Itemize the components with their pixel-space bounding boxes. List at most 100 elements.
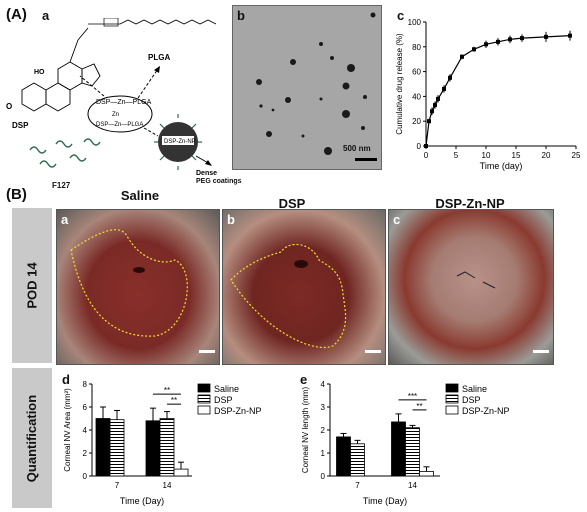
significance-label: **	[416, 402, 422, 411]
subpanel-e-label: e	[300, 372, 308, 387]
significance-label: **	[164, 386, 170, 395]
hydroxyl-text: HO	[34, 69, 45, 76]
sem-particles	[256, 12, 377, 161]
bar-saline	[336, 436, 351, 477]
complex-top-text: DSP—Zn—PLGA	[96, 99, 152, 106]
subpanel-c-label: c	[397, 8, 405, 23]
panel-a-label: (A)	[6, 6, 27, 23]
bar-dsp	[109, 419, 125, 477]
x-tick-label: 15	[512, 151, 521, 160]
x-axis-label: Time (Day)	[363, 496, 407, 506]
x-tick-label: 20	[542, 151, 551, 160]
data-point	[508, 37, 512, 42]
y-tick-label: 0	[321, 472, 326, 481]
y-tick-label: 40	[412, 92, 421, 101]
data-point	[472, 47, 476, 52]
eye-detail-np	[456, 271, 549, 353]
nv-outline-saline	[70, 229, 215, 353]
data-point	[433, 103, 437, 108]
y-axis-label: Corneal NV Area (mm²)	[63, 388, 72, 472]
y-tick-label: 60	[412, 68, 421, 77]
legend-label: DSP	[462, 395, 481, 405]
y-tick-label: 0	[417, 142, 422, 151]
data-point	[448, 75, 452, 80]
title-saline: Saline	[120, 188, 160, 203]
x-tick-label: 5	[454, 151, 459, 160]
y-tick-label: 8	[83, 380, 88, 389]
x-axis-label: Time (Day)	[120, 496, 164, 506]
data-point	[427, 119, 431, 124]
y-tick-label: 6	[83, 403, 88, 412]
data-point	[520, 36, 524, 41]
bar-dsp	[405, 427, 420, 477]
ketone-o-text: O	[6, 102, 12, 111]
y-tick-label: 4	[321, 380, 326, 389]
bar-dsp-zn-np	[419, 471, 434, 477]
scalebar-label: 500 nm	[343, 144, 371, 153]
y-tick-label: 3	[321, 403, 326, 412]
legend-label: DSP	[214, 395, 233, 405]
x-tick-label: 0	[424, 151, 429, 160]
dsp-structure-label: DSP	[12, 121, 29, 130]
nv-area-chart: 0 2 4 6 8 Corneal NV Area (mm²) Time (Day)7 14 *…	[63, 380, 262, 506]
y-tick-label: 0	[83, 472, 88, 481]
y-tick-label: 20	[412, 117, 421, 126]
subpanel-b-label: b	[237, 8, 245, 23]
eye-photo-dsp: b	[222, 209, 386, 365]
complex-zn-text: Zn	[112, 112, 119, 118]
y-tick-label: 100	[408, 18, 422, 27]
title-dsp-zn-np: DSP-Zn-NP	[435, 196, 505, 211]
x-tick-label: 14	[408, 481, 417, 490]
quantification-text: Quantification	[24, 394, 40, 482]
legend-swatch	[445, 394, 459, 404]
bar-dsp	[159, 418, 175, 477]
data-point	[544, 34, 548, 39]
data-point	[430, 109, 434, 114]
bar-dsp-zn-np	[173, 468, 189, 477]
x-tick-label: 7	[115, 481, 120, 490]
panel-b-label: (B)	[6, 186, 27, 203]
bar-dsp	[350, 443, 365, 477]
legend-label: Saline	[462, 384, 487, 394]
y-tick-label: 1	[321, 449, 326, 458]
subpanel-d-label: d	[62, 372, 70, 387]
legend-swatch	[445, 383, 459, 393]
release-line	[425, 35, 571, 147]
y-tick-label: 4	[83, 426, 88, 435]
bar-saline	[391, 421, 406, 477]
legend-swatch	[445, 405, 459, 415]
f127-label: F127	[52, 181, 71, 190]
dsp-zn-np-scheme: O HO DSP DSP—Zn—PLGA Zn DSP—Zn—PLGA PLGA…	[6, 18, 217, 177]
y-tick-label: 2	[83, 449, 88, 458]
data-point	[484, 42, 488, 47]
complex-bottom-text: DSP—Zn—PLGA	[96, 122, 143, 128]
plga-label: PLGA	[148, 53, 170, 62]
legend-label: DSP-Zn-NP	[214, 406, 262, 416]
data-point	[460, 54, 464, 59]
quantification-tab: Quantification	[12, 368, 52, 508]
legend-swatch	[197, 394, 211, 404]
data-point	[436, 96, 440, 101]
subpanel-a-label: a	[42, 8, 50, 23]
significance-label: ***	[408, 392, 417, 401]
nv-outline-dsp	[230, 243, 381, 353]
data-point	[496, 39, 500, 44]
y-axis-label: Corneal NV length (mm)	[301, 387, 310, 474]
legend-swatch	[197, 383, 211, 393]
pod14-text: POD 14	[24, 262, 40, 309]
y-axis-label: Cumulative drug release (%)	[395, 33, 404, 135]
data-point	[442, 86, 446, 91]
significance-label: **	[171, 396, 177, 405]
photo-c-label: c	[393, 212, 401, 227]
peg-coatings-label: PEG coatings	[196, 178, 242, 185]
pod14-tab: POD 14	[12, 208, 52, 363]
bar-saline	[145, 420, 161, 477]
x-tick-label: 10	[482, 151, 491, 160]
x-tick-label: 7	[355, 481, 360, 490]
data-point	[424, 144, 428, 148]
nv-length-chart: 0 1 2 3 4 Corneal NV length (mm) Time (Day)7 14…	[301, 380, 510, 506]
x-tick-label: 25	[572, 151, 581, 160]
x-tick-label: 14	[163, 481, 172, 490]
legend-label: Saline	[214, 384, 239, 394]
photo-b-label: b	[227, 212, 235, 227]
